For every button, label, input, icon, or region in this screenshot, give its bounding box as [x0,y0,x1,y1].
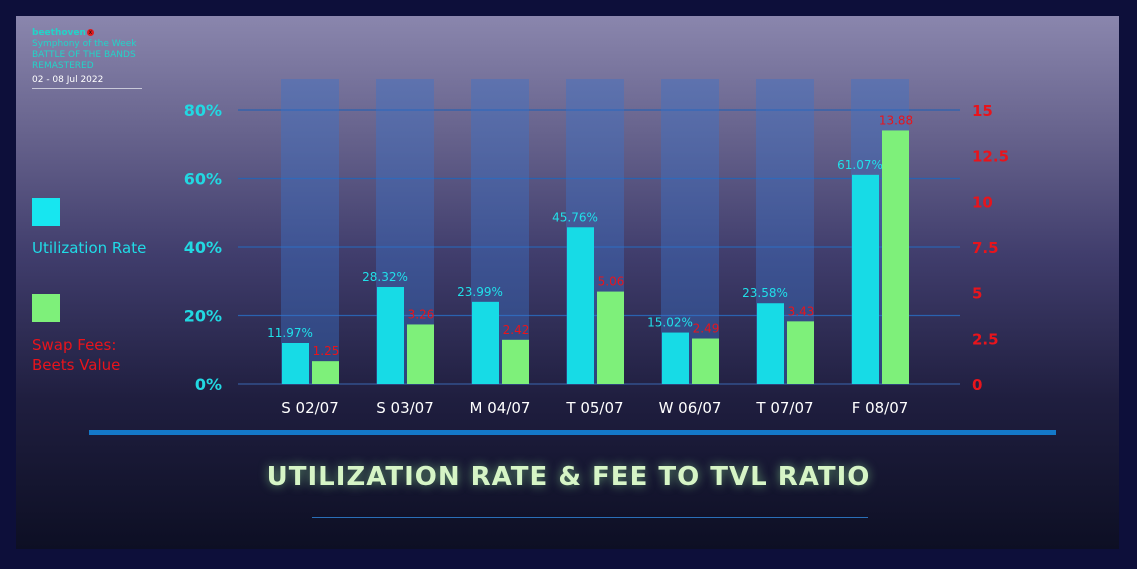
y-left-tick-label: 40% [184,238,222,257]
y-right-tick-label: 12.5 [972,148,1009,166]
x-tick-label: S 03/07 [376,399,434,417]
bar-utilization [567,227,594,384]
bar-utilization [757,303,784,384]
y-right-tick-label: 7.5 [972,239,999,257]
bar-utilization [472,301,499,384]
y-right-tick-label: 2.5 [972,330,999,348]
bar-swap-fees [787,321,814,384]
bar-utilization [282,343,309,384]
bar-utilization [662,332,689,384]
x-tick-label: T 07/07 [755,399,813,417]
brand-date: 02 - 08 Jul 2022 [32,75,142,89]
data-label-swap-fees: 3.26 [408,307,435,321]
bar-swap-fees [597,291,624,384]
bar-utilization [852,174,879,384]
x-tick-label: M 04/07 [470,399,531,417]
y-right-tick-label: 5 [972,285,982,303]
brand-line-2: BATTLE OF THE BANDS [32,50,136,60]
data-label-swap-fees: 5.06 [598,275,625,289]
divider-bar [89,430,1056,435]
chart-title: UTILIZATION RATE & FEE TO TVL RATIO [266,462,871,492]
x-tick-label: T 05/07 [565,399,623,417]
bar-swap-fees [407,324,434,384]
y-right-tick-label: 15 [972,102,993,120]
y-right-tick-label: 10 [972,193,993,211]
legend-swatch-utilization [32,198,60,226]
legend-label-swap-fees-line2: Beets Value [32,356,121,374]
y-right-tick-label: 0 [972,376,982,394]
brand-line-3: REMASTERED [32,61,94,71]
legend-label-utilization: Utilization Rate [32,239,147,257]
x-tick-label: S 02/07 [281,399,339,417]
x-tick-label: F 08/07 [852,399,909,417]
brand-line-1: Symphony of the Week [32,39,137,49]
data-label-swap-fees: 13.88 [879,113,913,127]
bar-swap-fees [502,339,529,384]
data-label-utilization: 61.07% [837,158,883,172]
brand-block: beethoven x Symphony of the Week BATTLE O… [32,28,142,89]
x-tick-label: W 06/07 [659,399,722,417]
background-column [281,79,339,384]
bar-swap-fees [882,130,909,384]
data-label-utilization: 23.58% [742,286,788,300]
bar-utilization [377,287,404,384]
data-label-swap-fees: 1.25 [313,344,340,358]
data-label-swap-fees: 2.49 [693,322,720,336]
legend-label-swap-fees: Swap Fees: Beets Value [32,335,120,375]
y-left-tick-label: 20% [184,307,222,326]
data-label-swap-fees: 2.42 [503,323,530,337]
y-left-tick-label: 0% [195,375,222,394]
logo-mark-icon: x [86,29,94,36]
data-label-utilization: 45.76% [552,210,598,224]
bar-swap-fees [312,361,339,384]
divider-line [312,517,868,518]
data-label-utilization: 23.99% [457,285,503,299]
data-label-utilization: 11.97% [267,326,313,340]
y-left-tick-label: 80% [184,101,222,120]
data-label-utilization: 28.32% [362,270,408,284]
y-left-tick-label: 60% [184,170,222,189]
legend-label-swap-fees-line1: Swap Fees: [32,336,117,354]
data-label-swap-fees: 3.43 [788,304,815,318]
data-label-utilization: 15.02% [647,316,693,330]
bar-swap-fees [692,338,719,384]
brand-logo: beethoven [32,28,86,38]
legend-swatch-swap-fees [32,294,60,322]
